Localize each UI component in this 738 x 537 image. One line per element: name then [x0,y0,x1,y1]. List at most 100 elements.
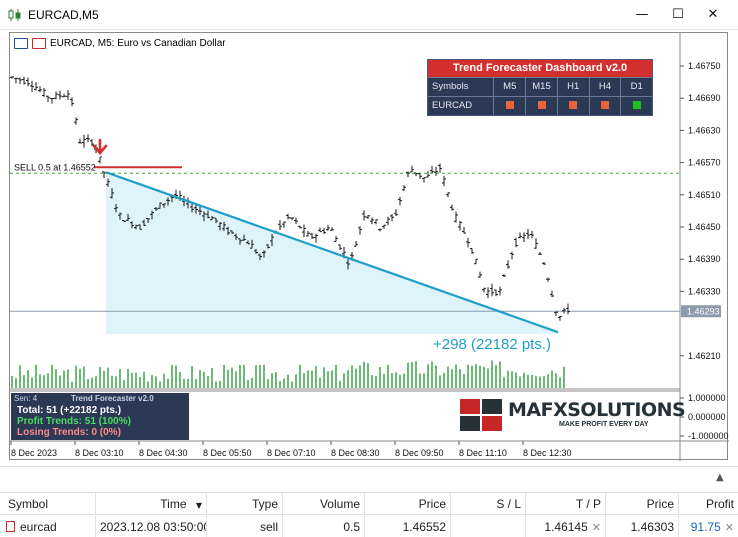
time-tick-label: 8 Dec 08:30 [331,448,380,458]
price-tick-label: 1.46330 [688,286,721,296]
window-title: EURCAD,M5 [28,8,99,22]
row-price: 1.46552 [365,516,451,537]
osc-tick-label: 1.000000 [688,393,726,403]
profit-label: +298 (22182 pts.) [433,336,551,353]
price-tick-label: 1.46510 [688,190,721,200]
price-tick-label: 1.46570 [688,158,721,168]
row-type: sell [207,516,283,537]
row-symbol-cell[interactable]: eurcad [0,516,96,537]
indicator-title: Trend Forecaster v2.0 [71,394,154,403]
sensitivity-label: Sen: 4 [14,394,38,403]
col-symbol[interactable]: Symbol [0,493,96,515]
dashboard-symbol: EURCAD [432,100,473,111]
price-tick-label: 1.46390 [688,254,721,264]
row-profit-cell: 91.75 ✕ [679,516,738,537]
trade-table: Symbol Time ▼ Type Volume Price S / L T … [0,492,738,537]
timeframe-h1: H1 [556,78,589,96]
profit-trends: Profit Trends: 51 (100%) [17,416,131,427]
time-tick-label: 8 Dec 05:50 [203,448,252,458]
row-time: 2023.12.08 03:50:00 [96,516,207,537]
signal-cell-m15 [525,97,557,115]
close-position-icon[interactable]: ✕ [724,521,734,534]
row-volume: 0.5 [283,516,365,537]
scroll-up-icon[interactable]: ▲ [716,472,724,483]
mafx-logo: MAFXSOLUTIONS MAKE PROFIT EVERY DAY [458,397,686,433]
row-tp: 1.46145 [544,520,588,534]
row-sl [451,516,526,537]
price-tick-label: 1.46690 [688,93,721,103]
dashboard-header-row: Symbols M5 M15 H1 H4 D1 [428,77,652,96]
trade-list-icon[interactable] [14,38,28,49]
sell-position-icon [6,521,15,533]
current-price-label: 1.46293 [687,306,720,316]
sell-arrow-icon [92,138,108,155]
timeframe-h4: H4 [588,78,621,96]
trend-dashboard: Trend Forecaster Dashboard v2.0 Symbols … [427,59,653,116]
remove-tp-icon[interactable]: ✕ [591,521,601,534]
osc-tick-label: 0.000000 [688,412,726,422]
col-profit[interactable]: Profit [705,497,734,511]
minimize-button[interactable]: — [635,7,649,22]
signal-cell-h1 [556,97,589,115]
time-tick-label: 8 Dec 11:10 [459,448,507,458]
candlestick-app-icon [8,9,21,21]
col-tp[interactable]: T / P [526,493,606,515]
time-tick-label: 8 Dec 04:30 [139,448,188,458]
time-tick-label: 8 Dec 09:50 [395,448,444,458]
time-tick-label: 8 Dec 03:10 [75,448,124,458]
col-sl[interactable]: S / L [451,493,526,515]
title-bar: EURCAD,M5 — ☐ ✕ [0,0,738,30]
indicator-info-panel: Sen: 4 Trend Forecaster v2.0 Total: 51 (… [11,393,189,440]
table-row[interactable]: eurcad 2023.12.08 03:50:00 sell 0.5 1.46… [0,516,738,537]
signal-cell-m5 [493,97,525,115]
time-tick-label: 8 Dec 07:10 [267,448,316,458]
signal-square-icon [600,101,609,110]
row-tp-cell: 1.46145 ✕ [526,516,606,537]
maximize-button[interactable]: ☐ [672,7,684,22]
signal-square-icon [569,101,578,110]
row-profit: 91.75 [690,520,721,534]
sell-label: SELL 0.5 at 1.46552 [14,162,96,172]
chart-symbol-label: EURCAD, M5: Euro vs Canadian Dollar [50,38,226,49]
row-current-price: 1.46303 [606,516,679,537]
price-tick-label: 1.46450 [688,222,721,232]
chart-area[interactable]: 1.46750 1.46690 1.46630 1.46570 1.46510 1.464… [9,32,729,461]
signal-square-icon [505,101,514,110]
signal-square-icon [537,101,546,110]
timeframe-m5: M5 [493,78,525,96]
timeframe-d1: D1 [620,78,652,96]
sensitivity-value: 4 [32,394,38,403]
osc-tick-label: -1.000000 [688,431,729,441]
col-volume[interactable]: Volume [283,493,365,515]
current-price-tag [681,305,721,318]
row-symbol: eurcad [20,520,57,534]
table-header-row: Symbol Time ▼ Type Volume Price S / L T … [0,493,738,515]
losing-trends: Losing Trends: 0 (0%) [17,427,121,438]
terminal-tab-strip: ▲ [0,466,738,492]
price-tick-label: 1.46630 [688,125,721,135]
col-time[interactable]: Time ▼ [96,493,207,515]
signal-square-icon [632,101,641,110]
signal-cell-h4 [588,97,621,115]
signal-cell-d1 [620,97,652,115]
time-tick-label: 8 Dec 2023 [11,448,57,458]
timeframe-m15: M15 [525,78,557,96]
price-tick-label: 1.46210 [688,351,721,361]
dashboard-symbols-label: Symbols [432,81,469,92]
col-current-price[interactable]: Price [606,493,679,515]
col-type[interactable]: Type [207,493,283,515]
dashboard-symbol-row: EURCAD [428,96,652,115]
one-click-trade-icon[interactable] [32,38,46,49]
col-price[interactable]: Price [365,493,451,515]
logo-tagline: MAKE PROFIT EVERY DAY [559,421,649,428]
close-button[interactable]: ✕ [707,7,719,22]
dashboard-title: Trend Forecaster Dashboard v2.0 [428,60,652,77]
price-chart[interactable]: 1.46750 1.46690 1.46630 1.46570 1.46510 1.464… [10,33,729,461]
total-trends: Total: 51 (+22182 pts.) [17,405,122,416]
logo-text: MAFXSOLUTIONS [508,399,686,421]
price-tick-label: 1.46750 [688,61,721,71]
chart-header: EURCAD, M5: Euro vs Canadian Dollar [14,38,226,49]
time-tick-label: 8 Dec 12:30 [523,448,572,458]
sort-down-icon: ▼ [195,501,202,510]
mafx-logo-icon [460,399,502,431]
